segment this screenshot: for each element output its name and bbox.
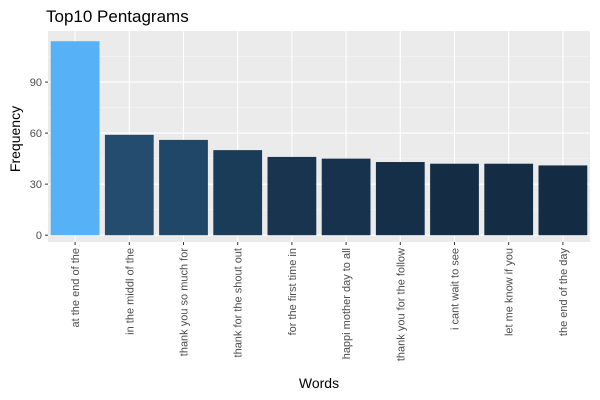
bars [50,41,588,236]
y-axis-ticks: 0 30 60 90 [30,77,48,242]
x-tick-label: thank for the shout out [233,248,245,357]
bar [267,156,317,236]
bar [538,165,588,236]
x-axis-ticks: at the end of the in the middl of the than… [70,242,570,361]
x-tick-label: happi mother day to all [341,248,353,359]
bar [321,158,371,236]
x-axis-label: Words [298,375,340,391]
y-tick-label: 90 [30,77,42,89]
x-tick-label: let me know if you [504,248,516,336]
bar [213,150,263,236]
bar [159,139,208,236]
bar [104,134,154,236]
chart-title: Top10 Pentagrams [46,7,189,26]
bar [430,163,479,236]
y-tick-label: 30 [30,179,42,191]
y-tick-label: 0 [36,230,42,242]
bar [375,162,425,236]
x-tick-label: i cant wait to see [450,248,462,330]
bar [484,163,534,236]
bar [50,41,100,236]
y-axis-label: Frequency [7,105,23,173]
x-tick-label: the end of the day [558,248,570,337]
x-tick-label: for the first time in [287,248,299,335]
y-tick-label: 60 [30,128,42,140]
x-tick-label: at the end of the [70,248,82,328]
x-tick-label: thank you for the follow [395,248,407,361]
x-tick-label: thank you so much for [179,248,191,357]
x-tick-label: in the middl of the [124,248,136,335]
